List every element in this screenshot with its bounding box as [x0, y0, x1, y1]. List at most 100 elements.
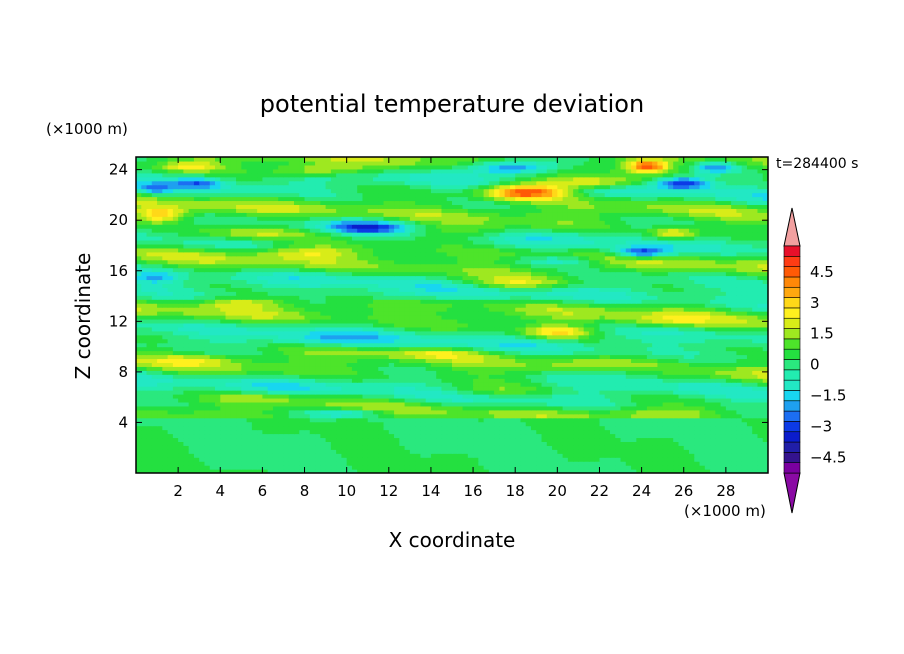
heatmap-cell — [162, 433, 169, 439]
heatmap-cell — [636, 338, 643, 344]
heatmap-cell — [594, 437, 601, 442]
heatmap-cell — [315, 397, 321, 403]
heatmap-cell — [336, 390, 342, 395]
heatmap-cell — [251, 382, 258, 387]
heatmap-cell — [436, 374, 443, 379]
heatmap-cell — [557, 354, 564, 360]
heatmap-cell — [546, 413, 553, 419]
heatmap-cell — [531, 366, 537, 371]
heatmap-cell — [241, 350, 248, 356]
heatmap-cell — [557, 445, 564, 450]
heatmap-cell — [336, 386, 342, 391]
heatmap-cell — [404, 342, 411, 348]
heatmap-cell — [710, 366, 716, 371]
heatmap-cell — [304, 338, 311, 344]
heatmap-cell — [436, 362, 443, 367]
heatmap-cell — [452, 326, 458, 332]
heatmap-cell — [446, 429, 453, 435]
heatmap-cell — [694, 366, 701, 371]
heatmap-cell — [215, 318, 221, 324]
heatmap-cell — [599, 346, 606, 352]
heatmap-cell — [415, 433, 421, 439]
heatmap-cell — [399, 322, 406, 328]
heatmap-cell — [404, 338, 411, 344]
heatmap-cell — [752, 433, 759, 439]
heatmap-cell — [436, 338, 443, 344]
heatmap-cell — [225, 465, 232, 470]
heatmap-cell — [388, 334, 395, 340]
heatmap-cell — [457, 386, 464, 391]
heatmap-cell — [452, 350, 458, 356]
heatmap-cell — [604, 318, 611, 324]
heatmap-cell — [515, 315, 522, 320]
heatmap-cell — [294, 390, 300, 395]
heatmap-cell — [262, 315, 269, 320]
heatmap-cell — [294, 342, 300, 348]
heatmap-cell — [636, 362, 643, 367]
heatmap-cell — [325, 441, 332, 446]
heatmap-cell — [483, 366, 490, 371]
heatmap-cell — [315, 374, 321, 379]
heatmap-cell — [525, 350, 532, 356]
heatmap-cell — [588, 366, 595, 371]
heatmap-cell — [604, 405, 611, 411]
heatmap-cell — [283, 322, 290, 328]
heatmap-cell — [478, 437, 485, 442]
heatmap-cell — [483, 469, 490, 473]
heatmap-cell — [520, 457, 527, 462]
heatmap-cell — [546, 409, 553, 415]
heatmap-cell — [188, 390, 195, 395]
heatmap-cell — [183, 417, 190, 423]
heatmap-cell — [193, 326, 200, 332]
heatmap-cell — [193, 461, 200, 466]
heatmap-cell — [309, 362, 316, 367]
heatmap-cell — [220, 441, 227, 446]
heatmap-cell — [583, 350, 590, 356]
heatmap-cell — [425, 421, 432, 427]
heatmap-cell — [157, 374, 163, 379]
heatmap-cell — [388, 386, 395, 391]
heatmap-cell — [330, 322, 337, 328]
heatmap-cell — [667, 413, 674, 419]
heatmap-cell — [341, 397, 348, 403]
heatmap-cell — [499, 346, 506, 352]
heatmap-cell — [678, 405, 685, 411]
heatmap-cell — [236, 417, 242, 423]
heatmap-cell — [215, 453, 221, 458]
heatmap-cell — [678, 366, 685, 371]
heatmap-cell — [188, 405, 195, 411]
heatmap-cell — [710, 311, 716, 316]
heatmap-cell — [230, 307, 237, 312]
heatmap-cell — [662, 318, 669, 324]
heatmap-cell — [467, 461, 474, 466]
heatmap-cell — [373, 465, 379, 470]
heatmap-cell — [620, 390, 627, 395]
heatmap-cell — [304, 421, 311, 427]
heatmap-cell — [736, 334, 743, 340]
heatmap-cell — [430, 338, 437, 344]
heatmap-cell — [657, 441, 664, 446]
heatmap-cell — [225, 397, 232, 403]
heatmap-cell — [136, 311, 142, 316]
heatmap-cell — [378, 374, 385, 379]
heatmap-cell — [473, 457, 479, 462]
heatmap-cell — [425, 425, 432, 431]
heatmap-cell — [610, 311, 616, 316]
heatmap-cell — [357, 378, 364, 383]
heatmap-cell — [309, 390, 316, 395]
heatmap-cell — [678, 382, 685, 387]
heatmap-cell — [720, 433, 727, 439]
heatmap-cell — [430, 374, 437, 379]
heatmap-cell — [641, 311, 648, 316]
heatmap-cell — [193, 350, 200, 356]
heatmap-cell — [362, 358, 369, 363]
heatmap-cell — [509, 342, 516, 348]
heatmap-cell — [199, 346, 206, 352]
heatmap-cell — [388, 421, 395, 427]
heatmap-cell — [404, 413, 411, 419]
heatmap-cell — [294, 378, 300, 383]
heatmap-cell — [646, 378, 653, 383]
heatmap-cell — [515, 417, 522, 423]
heatmap-cell — [525, 334, 532, 340]
heatmap-cell — [725, 342, 732, 348]
